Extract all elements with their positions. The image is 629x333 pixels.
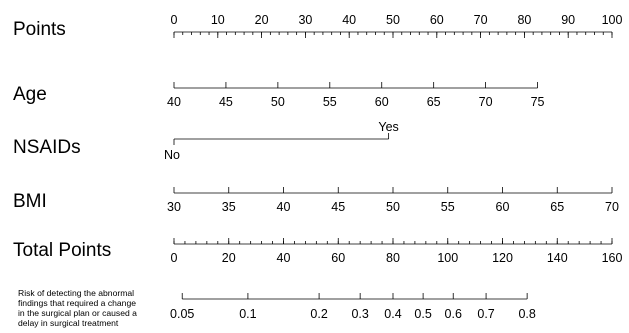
total-points-tick-label: 100	[437, 251, 458, 265]
points-tick-label: 100	[602, 13, 623, 27]
risk-tick-label: 0.4	[384, 307, 401, 321]
risk-tick-label: 0.6	[445, 307, 462, 321]
points-tick-label: 30	[298, 13, 312, 27]
risk-tick-label: 0.5	[414, 307, 431, 321]
age-row-label: Age	[13, 84, 47, 105]
nsaids-row-label: NSAIDs	[13, 137, 81, 158]
risk-tick-label: 0.05	[170, 307, 194, 321]
bmi-tick-label: 40	[277, 200, 291, 214]
bmi-row-label: BMI	[13, 191, 47, 212]
points-tick-label: 0	[171, 13, 178, 27]
age-tick-label: 65	[427, 95, 441, 109]
age-tick-label: 70	[479, 95, 493, 109]
axes-group: 0 10 20 30 40 50 60 70 80 90 100 40 45 50 55 60 65 70 75 30…	[164, 13, 622, 321]
nsaids-yes-label: Yes	[378, 120, 398, 134]
bmi-tick-label: 35	[222, 200, 236, 214]
total-points-tick-label: 40	[277, 251, 291, 265]
risk-label-line: in the surgical plan or caused a	[18, 308, 137, 318]
row-labels: Points Age NSAIDs BMI Total Points Risk …	[13, 19, 139, 328]
age-tick-label: 60	[375, 95, 389, 109]
age-tick-label: 40	[167, 95, 181, 109]
bmi-tick-label: 60	[496, 200, 510, 214]
bmi-tick-label: 30	[167, 200, 181, 214]
bmi-tick-label: 65	[550, 200, 564, 214]
total-points-tick-label: 0	[171, 251, 178, 265]
risk-tick-label: 0.8	[518, 307, 535, 321]
nsaids-no-label: No	[164, 148, 180, 162]
bmi-tick-label: 70	[605, 200, 619, 214]
risk-tick-label: 0.1	[239, 307, 256, 321]
risk-label-line: findings that required a change	[18, 298, 136, 308]
total-points-tick-label: 80	[386, 251, 400, 265]
total-points-tick-label: 60	[331, 251, 345, 265]
total-points-tick-label: 140	[547, 251, 568, 265]
bmi-tick-label: 50	[386, 200, 400, 214]
points-tick-label: 70	[474, 13, 488, 27]
bmi-tick-label: 55	[441, 200, 455, 214]
points-tick-label: 90	[561, 13, 575, 27]
risk-label-line: Risk of detecting the abnormal	[18, 288, 134, 298]
age-tick-label: 50	[271, 95, 285, 109]
risk-row-label: Risk of detecting the abnormal findings …	[18, 288, 139, 328]
total-points-tick-label: 160	[602, 251, 623, 265]
points-tick-label: 50	[386, 13, 400, 27]
points-tick-label: 10	[211, 13, 225, 27]
risk-tick-label: 0.3	[351, 307, 368, 321]
risk-label-line: delay in surgical treatment	[18, 318, 119, 328]
points-tick-label: 20	[255, 13, 269, 27]
total-points-tick-label: 20	[222, 251, 236, 265]
points-tick-label: 80	[517, 13, 531, 27]
total-points-tick-label: 120	[492, 251, 513, 265]
risk-tick-label: 0.2	[310, 307, 327, 321]
risk-tick-label: 0.7	[477, 307, 494, 321]
age-tick-label: 75	[531, 95, 545, 109]
points-tick-label: 60	[430, 13, 444, 27]
age-tick-label: 45	[219, 95, 233, 109]
age-tick-label: 55	[323, 95, 337, 109]
points-row-label: Points	[13, 19, 66, 40]
bmi-tick-label: 45	[331, 200, 345, 214]
points-tick-label: 40	[342, 13, 356, 27]
total-points-row-label: Total Points	[13, 240, 111, 261]
